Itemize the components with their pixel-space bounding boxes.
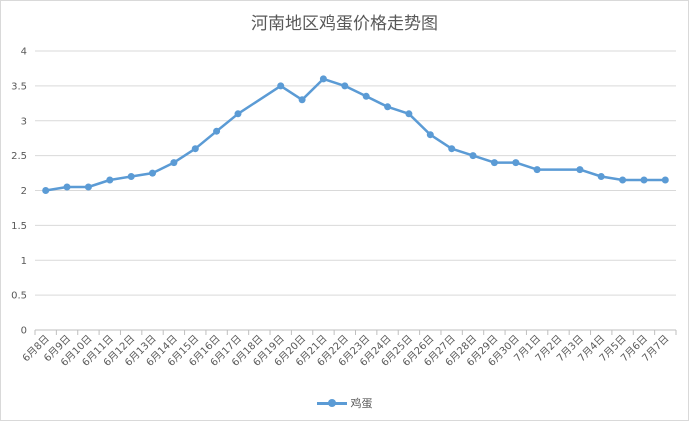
y-tick-label: 3.5 — [11, 81, 27, 92]
data-point — [63, 183, 71, 191]
data-point — [341, 82, 349, 90]
data-point — [597, 173, 605, 180]
y-tick-label: 0 — [21, 326, 27, 337]
y-tick-label: 3 — [21, 116, 27, 127]
data-point — [84, 183, 92, 191]
y-tick-label: 1.5 — [11, 221, 27, 232]
legend-label: 鸡蛋 — [350, 397, 373, 410]
data-point — [362, 92, 370, 100]
data-point — [490, 159, 498, 167]
data-point — [576, 166, 584, 174]
legend-marker — [316, 398, 347, 408]
data-point — [319, 75, 327, 83]
data-point — [106, 176, 114, 184]
data-point — [405, 110, 413, 118]
legend: 鸡蛋 — [1, 395, 688, 411]
data-point — [277, 82, 285, 90]
series-line — [45, 77, 666, 192]
data-point — [149, 169, 156, 177]
data-point — [213, 127, 221, 135]
data-point — [127, 173, 135, 180]
data-point — [170, 159, 178, 167]
data-point — [512, 159, 520, 167]
data-point — [384, 103, 392, 111]
data-point — [533, 166, 541, 174]
data-point — [426, 131, 434, 139]
y-tick-label: 1 — [21, 256, 27, 267]
data-point — [469, 152, 477, 160]
y-tick-label: 2.5 — [11, 151, 27, 162]
data-point — [234, 110, 242, 118]
data-point — [661, 176, 669, 184]
data-point — [640, 176, 648, 184]
data-point — [298, 96, 306, 104]
chart-title: 河南地区鸡蛋价格走势图 — [251, 14, 438, 34]
data-point — [191, 145, 199, 153]
y-tick-label: 2 — [21, 186, 27, 197]
y-tick-label: 4 — [21, 47, 27, 58]
data-point — [619, 176, 627, 184]
data-point — [42, 187, 50, 194]
y-tick-label: 0.5 — [11, 291, 27, 302]
data-point — [448, 145, 456, 153]
